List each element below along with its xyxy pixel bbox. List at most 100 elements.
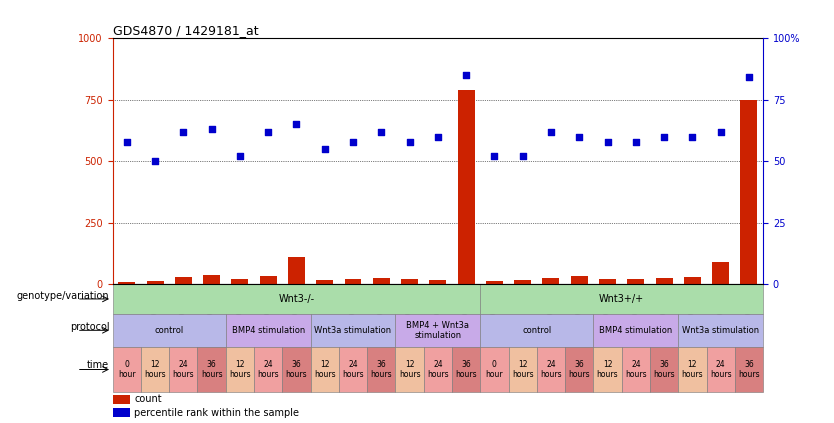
Text: 36
hours: 36 hours xyxy=(738,360,760,379)
Bar xyxy=(458,90,475,284)
FancyBboxPatch shape xyxy=(621,347,650,392)
Point xyxy=(318,146,331,152)
Point xyxy=(234,153,247,160)
Point xyxy=(177,128,190,135)
Point xyxy=(262,128,275,135)
FancyBboxPatch shape xyxy=(424,347,452,392)
Bar xyxy=(684,277,701,284)
Text: genotype/variation: genotype/variation xyxy=(17,291,109,301)
Bar xyxy=(542,277,560,284)
Point xyxy=(431,133,445,140)
FancyBboxPatch shape xyxy=(594,347,621,392)
Text: 12
hours: 12 hours xyxy=(144,360,166,379)
Bar xyxy=(344,279,361,284)
FancyBboxPatch shape xyxy=(198,347,226,392)
Text: BMP4 stimulation: BMP4 stimulation xyxy=(232,326,304,335)
Text: 24
hours: 24 hours xyxy=(710,360,731,379)
FancyBboxPatch shape xyxy=(650,347,678,392)
Point xyxy=(629,138,642,145)
FancyBboxPatch shape xyxy=(565,347,594,392)
Text: control: control xyxy=(154,326,183,335)
FancyBboxPatch shape xyxy=(395,313,480,347)
Bar xyxy=(118,283,135,284)
Bar xyxy=(741,100,757,284)
FancyBboxPatch shape xyxy=(452,347,480,392)
Text: 24
hours: 24 hours xyxy=(258,360,279,379)
Point xyxy=(600,138,614,145)
Text: 12
hours: 12 hours xyxy=(229,360,251,379)
Bar xyxy=(231,280,249,284)
FancyBboxPatch shape xyxy=(113,313,226,347)
Bar xyxy=(288,257,305,284)
Bar xyxy=(627,280,645,284)
Text: protocol: protocol xyxy=(70,322,109,332)
Point xyxy=(460,71,473,78)
Text: 36
hours: 36 hours xyxy=(569,360,590,379)
Bar xyxy=(373,277,389,284)
FancyBboxPatch shape xyxy=(310,347,339,392)
Text: 12
hours: 12 hours xyxy=(681,360,703,379)
FancyBboxPatch shape xyxy=(339,347,367,392)
Point xyxy=(714,128,727,135)
Bar xyxy=(656,278,672,284)
FancyBboxPatch shape xyxy=(226,313,310,347)
Point xyxy=(742,74,756,81)
FancyBboxPatch shape xyxy=(113,284,480,313)
Text: Wnt3-/-: Wnt3-/- xyxy=(279,294,314,304)
Point xyxy=(148,158,162,165)
FancyBboxPatch shape xyxy=(678,347,706,392)
Text: 12
hours: 12 hours xyxy=(597,360,618,379)
Bar xyxy=(599,279,616,284)
Bar xyxy=(147,281,163,284)
Text: 24
hours: 24 hours xyxy=(427,360,449,379)
FancyBboxPatch shape xyxy=(141,347,169,392)
FancyBboxPatch shape xyxy=(480,284,763,313)
Text: 24
hours: 24 hours xyxy=(540,360,562,379)
FancyBboxPatch shape xyxy=(480,347,509,392)
Point xyxy=(516,153,530,160)
Text: 24
hours: 24 hours xyxy=(625,360,646,379)
Text: Wnt3a stimulation: Wnt3a stimulation xyxy=(314,326,391,335)
FancyBboxPatch shape xyxy=(282,347,310,392)
FancyBboxPatch shape xyxy=(169,347,198,392)
FancyBboxPatch shape xyxy=(678,313,763,347)
Text: 24
hours: 24 hours xyxy=(173,360,194,379)
Text: 36
hours: 36 hours xyxy=(201,360,223,379)
Point xyxy=(289,121,303,128)
Text: percentile rank within the sample: percentile rank within the sample xyxy=(134,408,299,418)
Bar xyxy=(570,276,588,284)
Text: 0
hour: 0 hour xyxy=(485,360,503,379)
FancyBboxPatch shape xyxy=(395,347,424,392)
Point xyxy=(403,138,416,145)
FancyBboxPatch shape xyxy=(594,313,678,347)
FancyBboxPatch shape xyxy=(113,347,141,392)
Bar xyxy=(259,276,277,284)
Bar xyxy=(113,395,130,404)
Bar xyxy=(515,280,531,284)
Bar xyxy=(113,408,130,418)
Bar xyxy=(316,280,334,284)
FancyBboxPatch shape xyxy=(254,347,282,392)
Bar xyxy=(175,277,192,284)
FancyBboxPatch shape xyxy=(706,347,735,392)
Text: 12
hours: 12 hours xyxy=(512,360,534,379)
Text: Wnt3+/+: Wnt3+/+ xyxy=(599,294,644,304)
FancyBboxPatch shape xyxy=(310,313,395,347)
Point xyxy=(545,128,558,135)
Point xyxy=(573,133,586,140)
FancyBboxPatch shape xyxy=(509,347,537,392)
Text: 36
hours: 36 hours xyxy=(370,360,392,379)
FancyBboxPatch shape xyxy=(226,347,254,392)
Bar xyxy=(401,280,418,284)
Text: 36
hours: 36 hours xyxy=(285,360,307,379)
Text: 36
hours: 36 hours xyxy=(455,360,477,379)
Text: control: control xyxy=(522,326,551,335)
Text: 36
hours: 36 hours xyxy=(653,360,675,379)
Text: 12
hours: 12 hours xyxy=(399,360,420,379)
Point xyxy=(205,126,219,132)
Point xyxy=(120,138,133,145)
Text: count: count xyxy=(134,394,162,404)
FancyBboxPatch shape xyxy=(537,347,565,392)
Point xyxy=(657,133,671,140)
Bar xyxy=(430,280,446,284)
